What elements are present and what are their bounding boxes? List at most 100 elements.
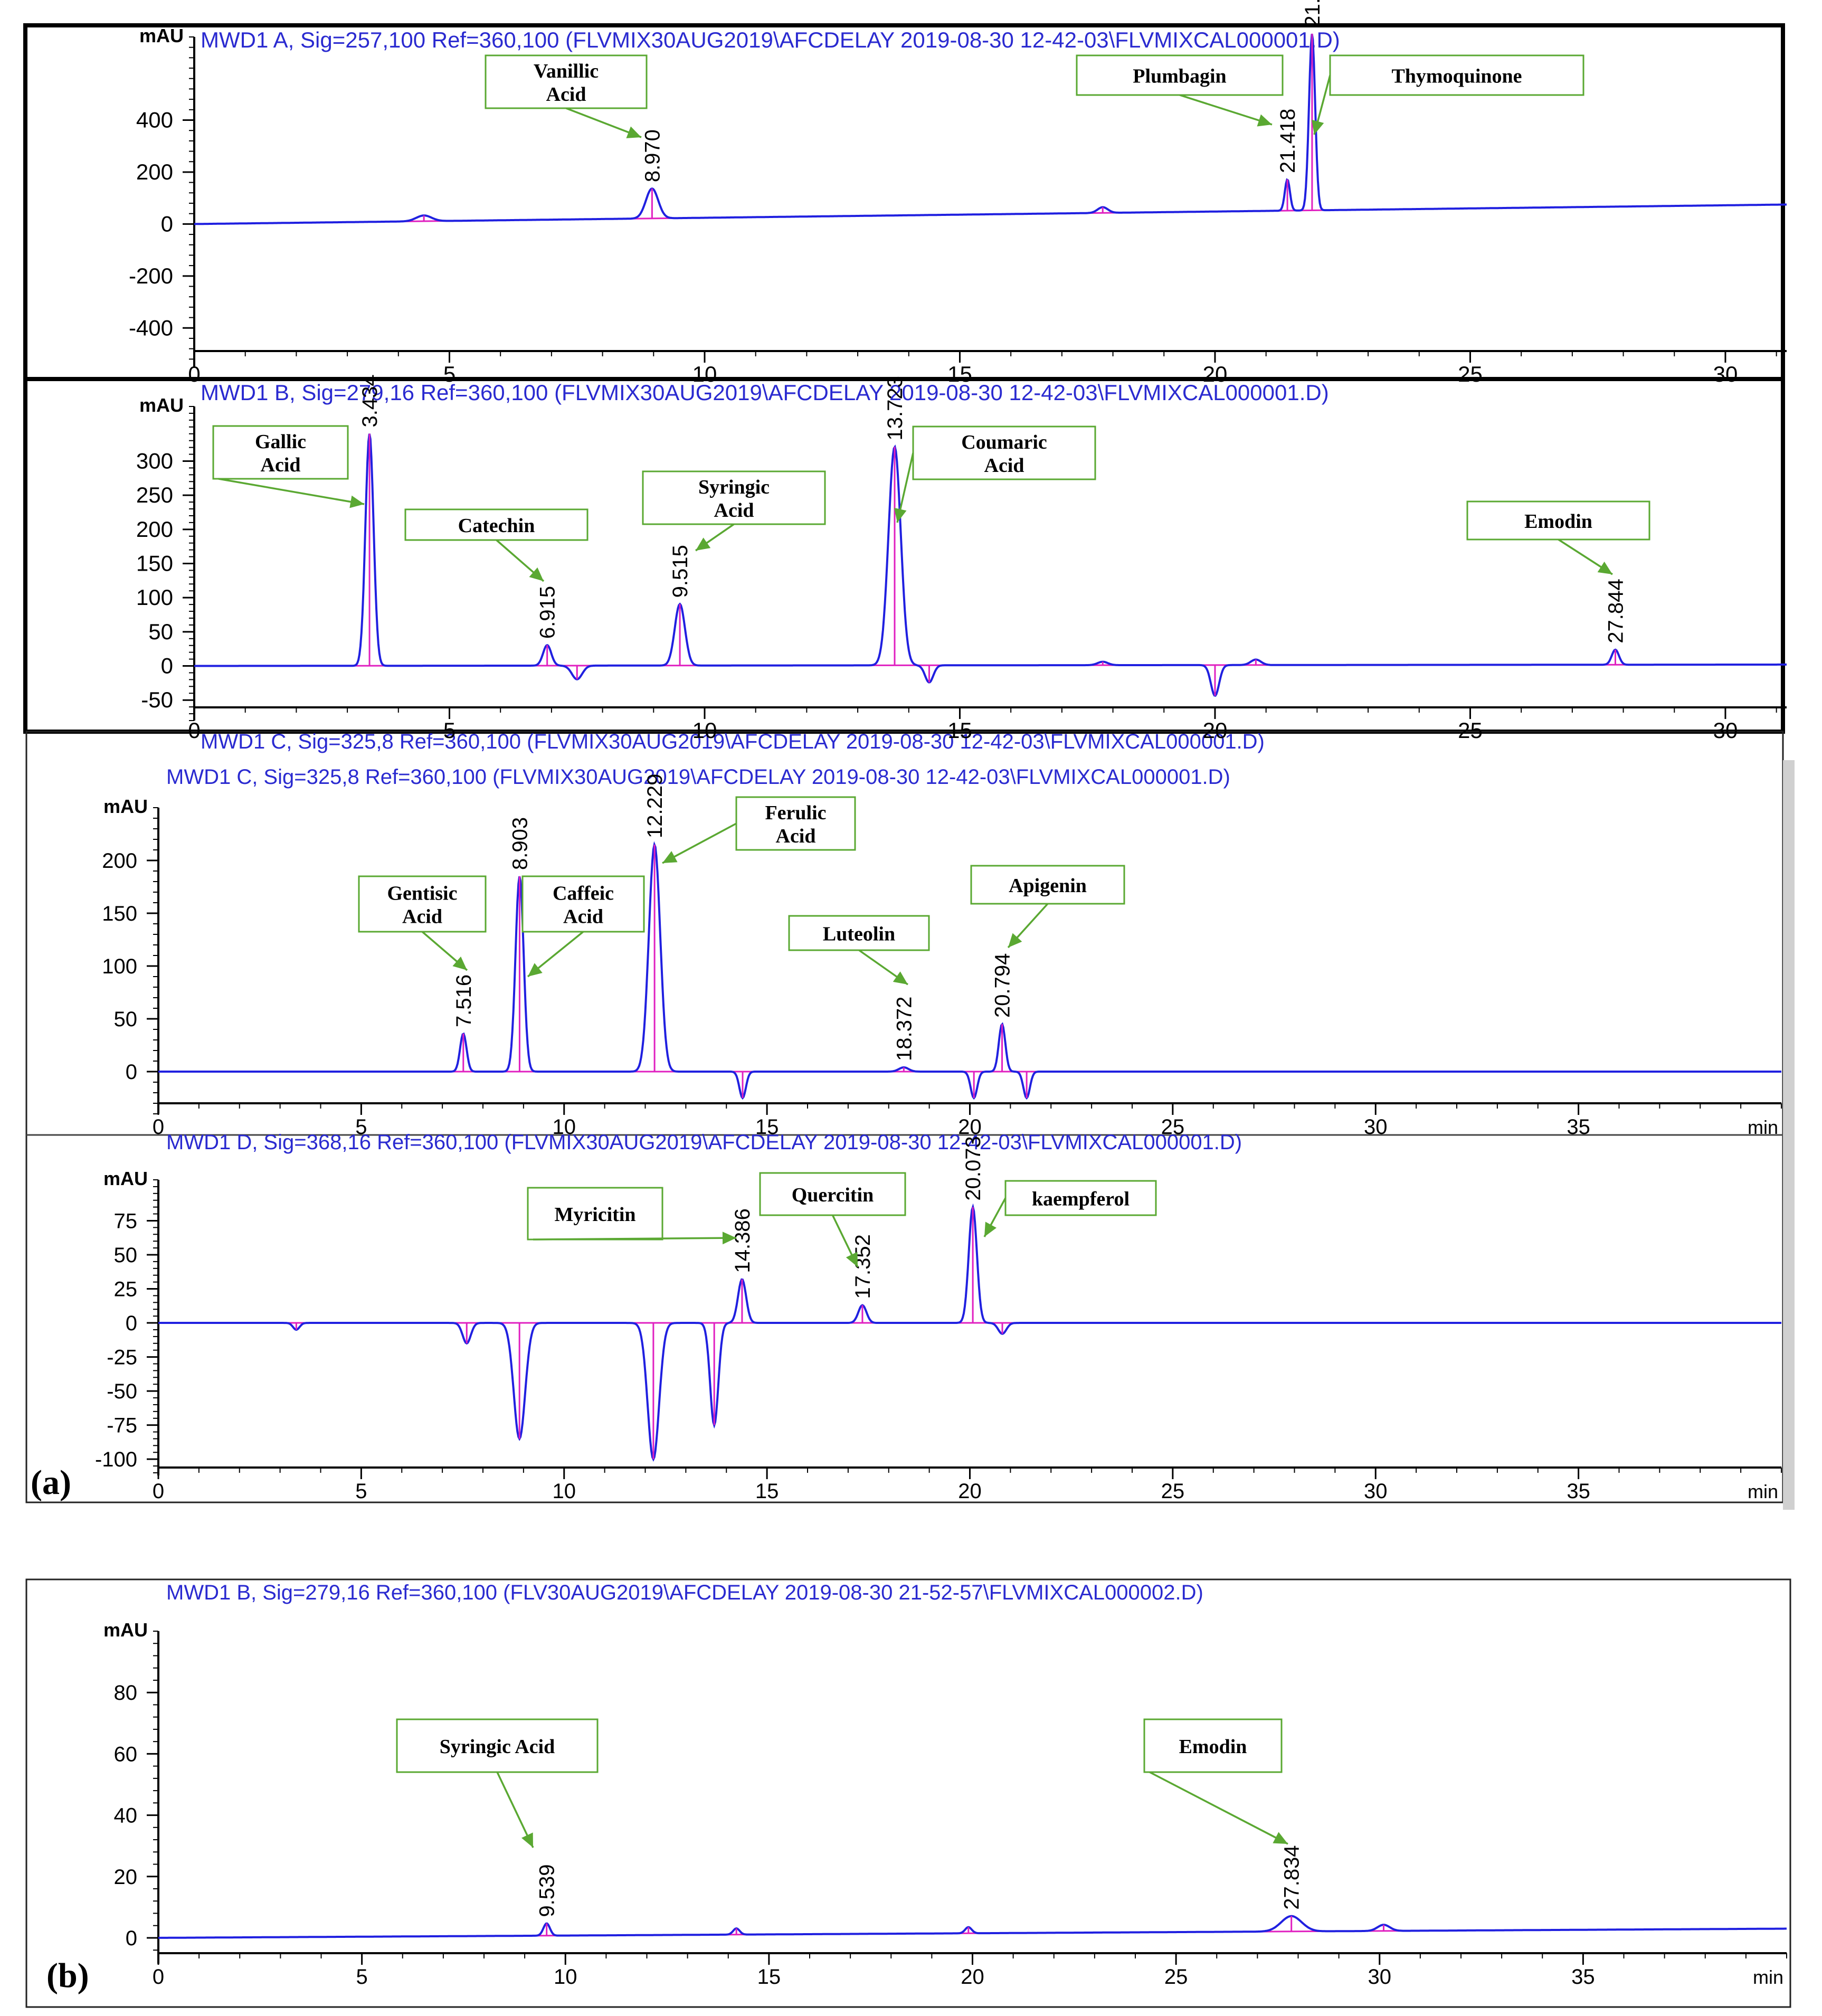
panel-title: MWD1 B, Sig=279,16 Ref=360,100 (FLV30AUG…	[166, 1581, 1203, 1604]
y-tick-label: -100	[95, 1448, 137, 1471]
peak-annotation: Apigenin	[970, 865, 1125, 949]
x-tick-label: 25	[1458, 362, 1483, 386]
peak-annotation: Plumbagin	[1076, 54, 1284, 127]
annotation-arrowhead	[722, 1232, 736, 1245]
annotation-label: Ferulic Acid	[765, 802, 826, 847]
peak-rt-label: 8.903	[508, 817, 532, 870]
annotation-label: Gallic Acid	[255, 431, 306, 476]
annotation-arrow	[533, 1237, 737, 1241]
overlay-title: MWD1 C, Sig=325,8 Ref=360,100 (FLVMIX30A…	[201, 730, 1265, 753]
peak-annotation: Syringic Acid	[396, 1718, 599, 1848]
annotation-arrowhead	[984, 1222, 997, 1237]
annotation-label: Syringic Acid	[440, 1736, 555, 1758]
x-tick-label: 10	[692, 718, 717, 743]
x-tick-label: 10	[553, 1480, 576, 1503]
annotation-box	[485, 54, 648, 109]
annotation-arrowhead	[1257, 114, 1272, 127]
y-tick-label: 50	[148, 619, 173, 644]
x-tick-label: 25	[1458, 718, 1483, 743]
y-tick-label: 20	[114, 1866, 138, 1889]
peak-annotation: Catechin	[404, 508, 589, 582]
y-tick-label: 50	[114, 1008, 138, 1031]
annotation-box	[404, 508, 589, 541]
annotation-box	[912, 425, 1096, 480]
annotation-arrowhead	[846, 1252, 858, 1267]
peak-annotation: Quercitin	[759, 1172, 906, 1267]
peak-rt-label: 13.723	[884, 376, 907, 440]
x-tick-label: 30	[1364, 1115, 1388, 1139]
panel-title: MWD1 D, Sig=368,16 Ref=360,100 (FLVMIX30…	[166, 1131, 1242, 1154]
x-tick-label: 0	[188, 718, 200, 743]
signal-trace	[194, 433, 1787, 697]
x-tick-label: 25	[1161, 1480, 1185, 1503]
annotation-box	[396, 1718, 599, 1773]
peak-rt-label: 27.844	[1604, 579, 1627, 643]
y-tick-label: -50	[141, 687, 173, 712]
x-tick-label: 5	[443, 718, 456, 743]
peak-rt-label: 9.539	[536, 1864, 559, 1917]
x-tick-label: 5	[356, 1965, 368, 1989]
annotation-arrowhead	[1597, 561, 1612, 574]
y-axis-unit: mAU	[103, 1168, 148, 1189]
y-tick-label: 25	[114, 1278, 138, 1301]
peak-rt-label: 8.970	[641, 129, 664, 182]
x-tick-label: 10	[692, 362, 717, 386]
peak-rt-label: 21.418	[1276, 109, 1299, 173]
peak-rt-label: 18.372	[893, 997, 916, 1061]
chart-panel-b: MWD1 B, Sig=279,16 Ref=360,100 (FLVMIX30…	[136, 374, 1787, 743]
y-tick-label: 200	[102, 849, 137, 873]
x-axis-unit: min	[1748, 1116, 1778, 1138]
peak-rt-label: 6.915	[536, 586, 559, 639]
peak-rt-label: 12.229	[643, 774, 667, 838]
y-tick-label: -25	[107, 1346, 137, 1369]
x-tick-label: 35	[1571, 1965, 1595, 1989]
y-axis-unit: mAU	[103, 796, 148, 817]
annotation-box	[521, 875, 645, 933]
y-tick-label: 300	[136, 448, 173, 473]
annotation-label: Plumbagin	[1133, 65, 1226, 88]
y-tick-label: 0	[126, 1312, 137, 1335]
chart-panel-c: MWD1 C, Sig=325,8 Ref=360,100 (FLVMIX30A…	[102, 765, 1782, 1139]
annotation-label: Thymoquinone	[1391, 65, 1522, 88]
x-tick-label: 5	[355, 1115, 367, 1139]
annotation-arrow	[218, 478, 365, 505]
y-axis-unit: mAU	[139, 25, 184, 46]
annotation-label: Vanillic Acid	[534, 60, 599, 106]
annotation-arrowhead	[1273, 1832, 1288, 1844]
annotation-arrowhead	[626, 126, 641, 138]
x-tick-label: 25	[1161, 1115, 1185, 1139]
annotation-arrowhead	[894, 507, 907, 523]
x-tick-label: 20	[961, 1965, 984, 1989]
y-tick-label: 200	[136, 517, 173, 542]
y-tick-label: 40	[114, 1804, 138, 1828]
peak-annotation: Emodin	[1466, 500, 1650, 575]
figure-label-b: (b)	[46, 1956, 89, 1995]
y-tick-label: 75	[114, 1209, 138, 1233]
annotation-label: Myricitin	[554, 1204, 635, 1226]
annotation-arrowhead	[662, 851, 678, 863]
annotation-arrowhead	[696, 537, 711, 551]
y-tick-label: 150	[102, 902, 137, 925]
y-tick-label: 200	[136, 159, 173, 184]
peak-annotation: Emodin	[1143, 1718, 1288, 1845]
chart-panels: MWD1 A, Sig=257,100 Ref=360,100 (FLVMIX3…	[95, 0, 1787, 1989]
x-tick-label: 0	[153, 1480, 164, 1503]
annotation-box	[788, 915, 930, 951]
y-tick-label: 0	[161, 211, 173, 236]
annotation-arrowhead	[529, 567, 544, 581]
annotation-arrowhead	[1008, 933, 1022, 948]
y-axis-unit: mAU	[139, 394, 184, 416]
x-tick-label: 35	[1567, 1115, 1590, 1139]
annotation-label: Luteolin	[823, 923, 895, 945]
x-tick-label: 10	[553, 1115, 576, 1139]
peak-rt-label: 21.902	[1301, 0, 1324, 27]
peak-annotation: Thymoquinone	[1312, 54, 1584, 135]
y-tick-label: 150	[136, 551, 173, 576]
x-axis-unit: min	[1748, 1481, 1778, 1502]
panel-cd-scrollbar	[1783, 760, 1795, 1510]
y-tick-label: -400	[129, 315, 173, 340]
peak-annotation: Myricitin	[527, 1187, 737, 1245]
x-tick-label: 15	[755, 1480, 779, 1503]
x-tick-label: 30	[1713, 718, 1738, 743]
